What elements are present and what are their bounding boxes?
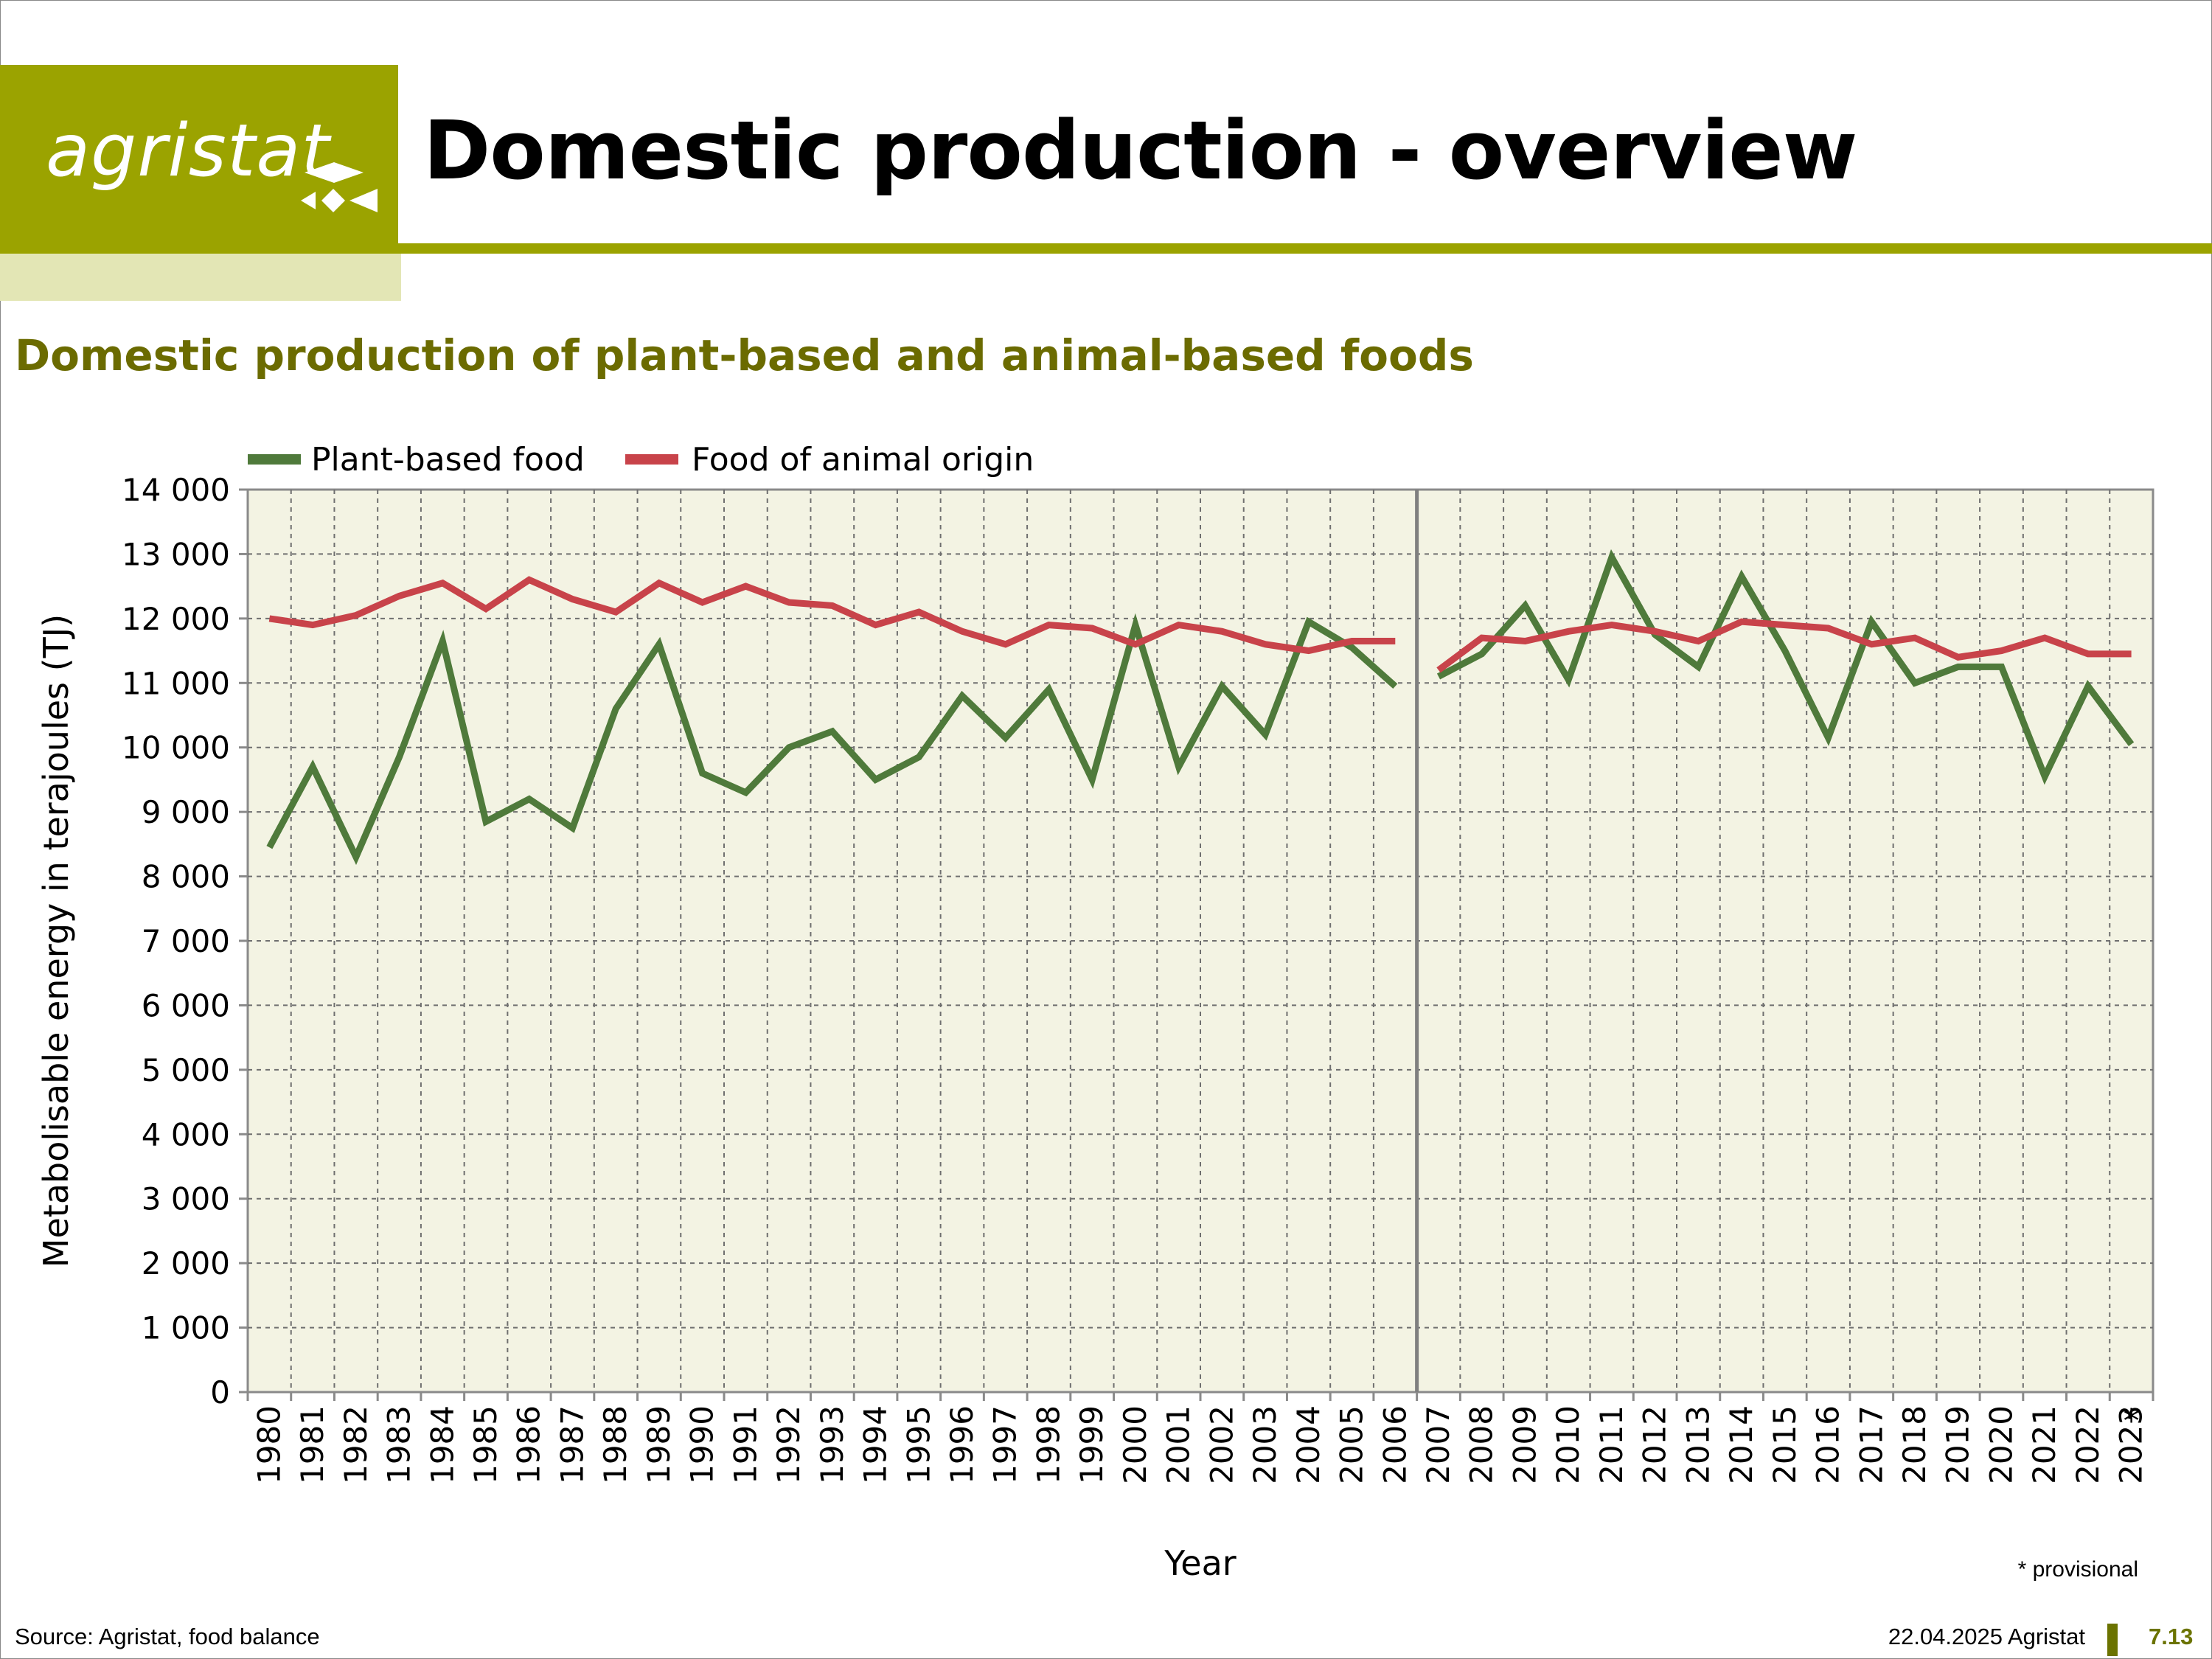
x-tick-label: 1997 <box>987 1405 1023 1484</box>
x-tick-label: 2005 <box>1334 1405 1370 1484</box>
logo-panel <box>0 65 398 254</box>
x-tick-label: 2002 <box>1203 1405 1239 1484</box>
x-tick-label: 1990 <box>684 1405 720 1484</box>
provisional-note: * provisional <box>2018 1557 2138 1582</box>
logo-underband <box>0 254 401 301</box>
x-tick-label: 1999 <box>1074 1405 1110 1484</box>
x-tick-label: 1995 <box>900 1405 936 1484</box>
y-tick-label: 0 <box>210 1374 230 1411</box>
x-tick-label: 1994 <box>858 1405 894 1484</box>
y-tick-label: 2 000 <box>142 1245 230 1281</box>
x-tick-label: 2014 <box>1723 1405 1759 1484</box>
title-rule <box>398 243 2212 254</box>
x-tick-label: 2017 <box>1853 1405 1889 1484</box>
x-tick-label: 1988 <box>597 1405 633 1484</box>
logo-diamonds-icon <box>301 162 378 212</box>
x-tick-label: 2022 <box>2070 1405 2106 1484</box>
x-tick-label: 2003 <box>1247 1405 1283 1484</box>
x-tick-label: 2000 <box>1117 1405 1153 1484</box>
y-tick-label: 9 000 <box>142 794 230 830</box>
x-tick-label: 2006 <box>1377 1405 1413 1484</box>
series-line-animal-segment-2 <box>1436 618 2132 673</box>
x-tick-label: 2018 <box>1896 1405 1933 1484</box>
series-layer <box>266 549 2135 866</box>
x-tick-label: 1996 <box>944 1405 980 1484</box>
x-tick-label: 2007 <box>1420 1405 1456 1484</box>
x-axis-title: Year <box>1164 1543 1236 1583</box>
x-tick-label: 1991 <box>727 1405 763 1484</box>
x-tick-label: 2009 <box>1506 1405 1543 1484</box>
x-tick-label: 1987 <box>554 1405 590 1484</box>
series-line-plant-segment-2 <box>1436 549 2135 785</box>
x-tick-label: 1993 <box>814 1405 850 1484</box>
y-tick-label: 13 000 <box>122 536 230 572</box>
x-tick-label: 1989 <box>641 1405 677 1484</box>
x-tick-label: 2012 <box>1637 1405 1673 1484</box>
x-tick-label: 1992 <box>771 1405 807 1484</box>
line-chart: 0 1 000 2 000 3 000 4 000 5 000 6 000 7 000 8 00… <box>36 441 2154 1583</box>
x-tick-label: 2021 <box>2026 1405 2062 1484</box>
grid-lines <box>239 488 2154 1401</box>
x-tick-label: 2008 <box>1464 1405 1500 1484</box>
y-tick-label: 5 000 <box>142 1052 230 1088</box>
y-tick-label: 10 000 <box>122 730 230 766</box>
legend: Plant-based food Food of animal origin <box>248 441 1034 479</box>
logo-text: agristat <box>46 109 330 193</box>
y-tick-label: 4 000 <box>142 1116 230 1152</box>
y-tick-label: 1 000 <box>142 1310 230 1346</box>
x-tick-label: 2004 <box>1290 1405 1326 1484</box>
y-tick-label: 8 000 <box>142 859 230 895</box>
provisional-marker: * <box>2124 1402 2140 1440</box>
x-tick-label: 2019 <box>1940 1405 1976 1484</box>
page-number: 7.13 <box>2149 1624 2194 1649</box>
x-tick-label: 1981 <box>294 1405 330 1484</box>
y-tick-label: 14 000 <box>122 472 230 508</box>
footer-divider <box>2107 1624 2118 1656</box>
x-tick-label: 2010 <box>1550 1405 1586 1484</box>
x-axis-tick-labels: 1980 1981 1982 1983 1984 1985 1986 1987 1988 1989… <box>251 1402 2149 1484</box>
legend-label-animal: Food of animal origin <box>692 441 1034 479</box>
x-tick-label: 1983 <box>381 1405 417 1484</box>
x-tick-label: 2016 <box>1810 1405 1846 1484</box>
x-tick-label: 2011 <box>1593 1405 1630 1484</box>
x-tick-label: 2013 <box>1680 1405 1716 1484</box>
series-line-animal-segment-1 <box>268 576 1396 655</box>
x-tick-label: 1982 <box>338 1405 374 1484</box>
x-tick-label: 1986 <box>511 1405 547 1484</box>
page-title: Domestic production - overview <box>423 103 1857 198</box>
y-tick-label: 12 000 <box>122 601 230 637</box>
chart-subtitle: Domestic production of plant-based and a… <box>15 330 1474 380</box>
y-tick-label: 11 000 <box>122 665 230 701</box>
x-tick-label: 2020 <box>1983 1405 2019 1484</box>
x-tick-label: 1984 <box>424 1405 460 1484</box>
x-tick-label: 2023 <box>2113 1405 2149 1484</box>
x-tick-label: 2015 <box>1767 1405 1803 1484</box>
source-note: Source: Agristat, food balance <box>15 1624 320 1649</box>
x-tick-label: 2001 <box>1161 1405 1197 1484</box>
footer-date: 22.04.2025 Agristat <box>1888 1624 2085 1649</box>
series-line-plant-segment-1 <box>266 613 1398 866</box>
x-tick-label: 1998 <box>1030 1405 1066 1484</box>
y-axis-title: Metabolisable energy in terajoules (TJ) <box>36 614 76 1267</box>
y-tick-label: 3 000 <box>142 1181 230 1217</box>
y-tick-label: 7 000 <box>142 923 230 959</box>
legend-label-plant: Plant-based food <box>311 441 585 479</box>
y-tick-label: 6 000 <box>142 987 230 1023</box>
y-axis-tick-labels: 0 1 000 2 000 3 000 4 000 5 000 6 000 7 000 8 00… <box>122 472 230 1411</box>
x-tick-label: 1985 <box>467 1405 504 1484</box>
x-tick-label: 1980 <box>251 1405 287 1484</box>
